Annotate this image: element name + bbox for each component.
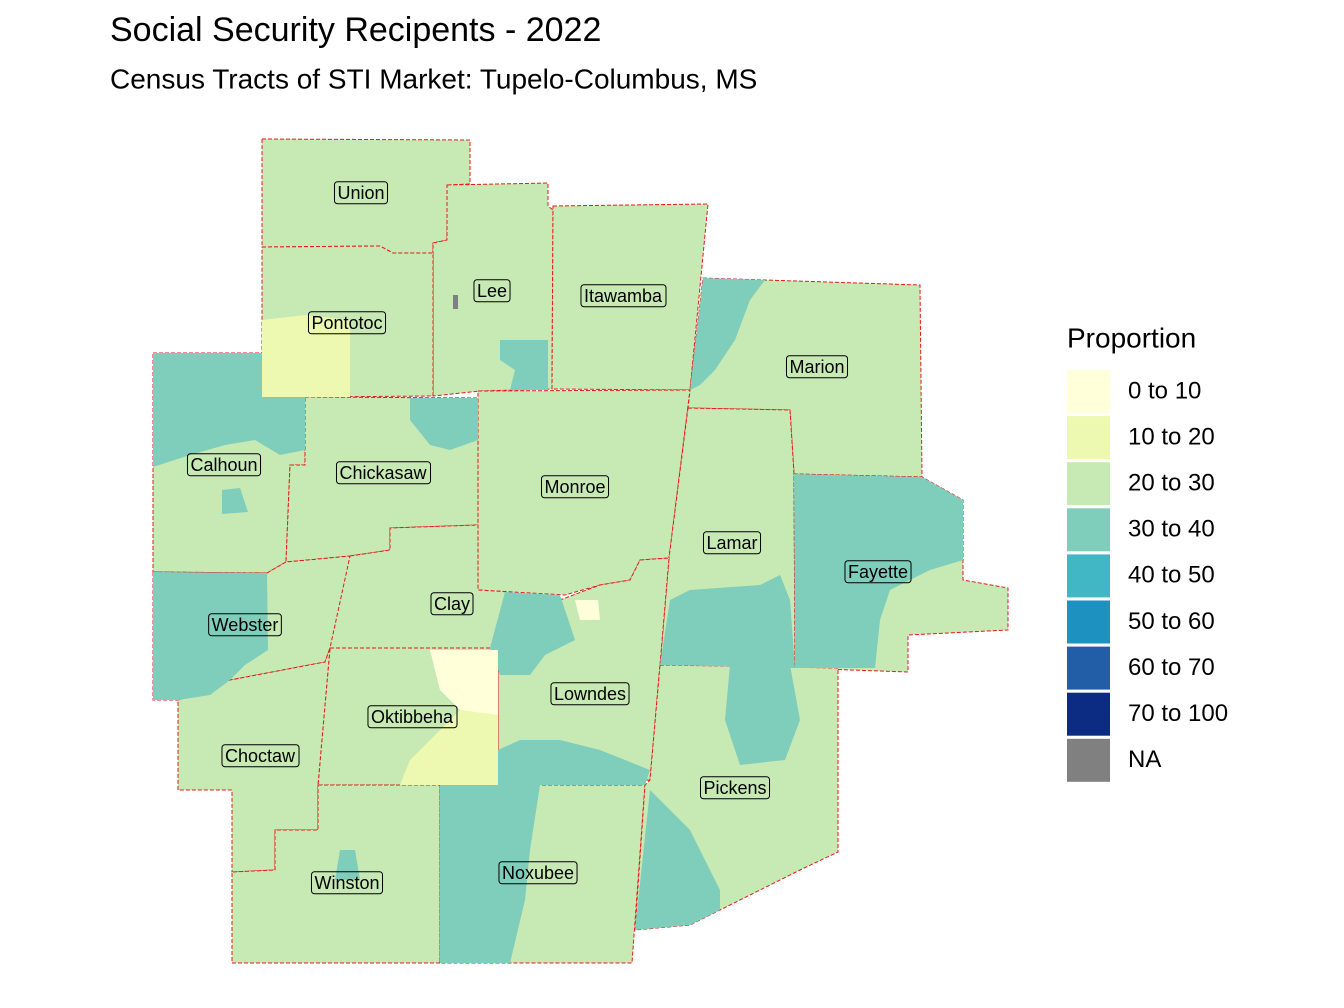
legend-label: 10 to 20: [1128, 423, 1215, 450]
county-label-box: [208, 613, 282, 637]
county-label-box: [540, 475, 610, 499]
county-label-box: [310, 871, 384, 895]
legend-label: 0 to 10: [1128, 377, 1201, 404]
county-label: Marion: [789, 357, 844, 377]
legend-label: 20 to 30: [1128, 470, 1215, 497]
legend-swatch: [1067, 600, 1110, 644]
county-label-box: [335, 461, 432, 485]
county-label-box: [430, 592, 474, 616]
county-label-box: [699, 776, 771, 800]
legend-label: NA: [1128, 746, 1161, 773]
county-label-box: [844, 560, 912, 584]
legend: Proportion 0 to 10 10 to 20 20 to 30 30 to …: [1067, 322, 1228, 782]
county-label: Pickens: [703, 778, 766, 798]
county-label-box: [498, 861, 578, 885]
county-label-box: [367, 705, 458, 729]
legend-swatch: [1067, 370, 1110, 413]
county-label-box: [550, 682, 630, 706]
legend-label: 60 to 70: [1128, 654, 1215, 681]
legend-swatch: [1067, 508, 1110, 552]
county-label: Oktibbeha: [371, 707, 454, 727]
legend-label: 40 to 50: [1128, 562, 1215, 589]
county-label-box: [221, 744, 300, 768]
legend-swatch: [1067, 462, 1110, 506]
county-label: Noxubee: [502, 863, 574, 883]
county-labels: Union Lee Itawamba Pontotoc Marion Calho…: [186, 181, 912, 895]
county-label: Itawamba: [584, 286, 663, 306]
county-label: Union: [337, 183, 384, 203]
county-label: Choctaw: [225, 746, 296, 766]
legend-swatch: [1067, 646, 1110, 690]
legend-swatch: [1067, 416, 1110, 460]
county-label-box: [473, 279, 511, 303]
county-label: Chickasaw: [339, 463, 427, 483]
county-label: Clay: [434, 594, 470, 614]
county-label-box: [333, 181, 389, 205]
legend-swatch: [1067, 554, 1110, 598]
county-label-box: [186, 453, 262, 477]
county-label: Lowndes: [554, 684, 626, 704]
county-label: Webster: [212, 615, 279, 635]
county-label-box: [307, 311, 387, 335]
legend-title: Proportion: [1067, 322, 1196, 353]
map-subtitle: Census Tracts of STI Market: Tupelo-Colu…: [110, 63, 757, 94]
county-label: Monroe: [544, 477, 605, 497]
legend-swatch: [1067, 692, 1110, 736]
county-shapes: [152, 138, 1009, 964]
county-label: Pontotoc: [311, 313, 382, 333]
county-label: Calhoun: [190, 455, 257, 475]
map-title: Social Security Recipents - 2022: [110, 11, 601, 49]
legend-label: 30 to 40: [1128, 516, 1215, 543]
county-label-box: [785, 355, 849, 379]
county-label: Fayette: [848, 562, 908, 582]
county-label: Lamar: [706, 533, 757, 553]
county-label-box: [580, 284, 667, 308]
legend-label: 50 to 60: [1128, 608, 1215, 635]
legend-label: 70 to 100: [1128, 700, 1228, 727]
county-label-box: [702, 531, 762, 555]
county-label: Winston: [314, 873, 379, 893]
county-label: Lee: [477, 281, 507, 301]
legend-swatch: [1067, 738, 1110, 782]
